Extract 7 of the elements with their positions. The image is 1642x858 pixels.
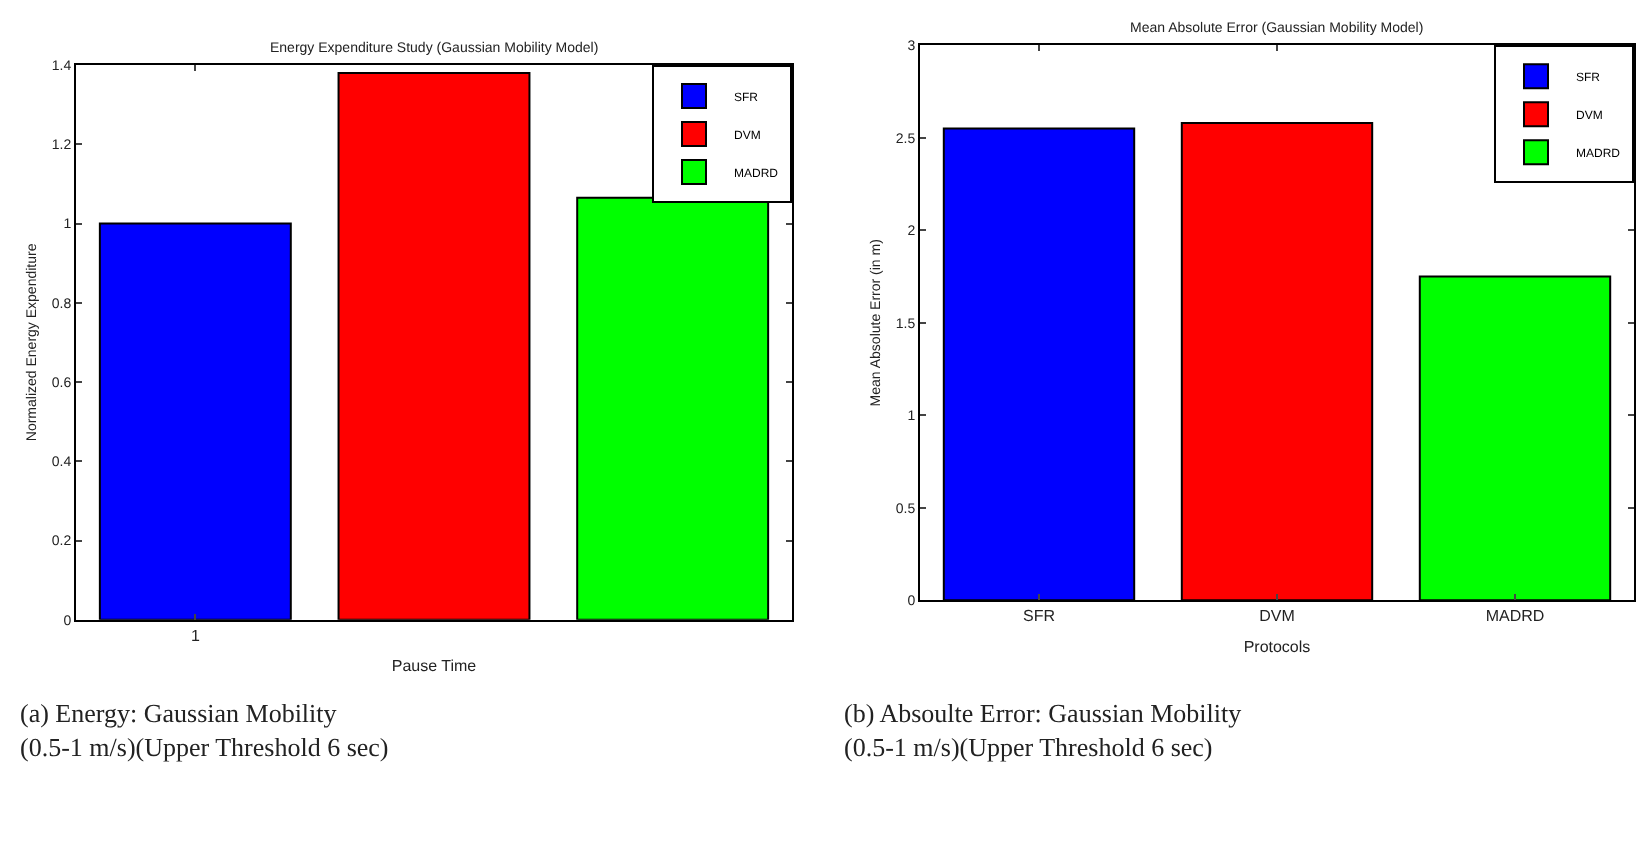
x-axis-title: Pause Time xyxy=(391,657,478,676)
x-tick-label: DVM xyxy=(1259,607,1296,626)
x-tick-label: SFR xyxy=(1023,607,1056,626)
text: (b) Absoulte Error: Gaussian Mobility (0.5-1 m/s)(Upper Threshold 6 sec) xyxy=(844,698,1243,762)
x-tick-label: MADRD xyxy=(1485,607,1545,626)
x-axis-title: Protocols xyxy=(1243,637,1311,656)
text: (a) Energy: Gaussian Mobility (0.5-1 m/s)(Upper Threshold 6 sec) xyxy=(20,698,389,762)
